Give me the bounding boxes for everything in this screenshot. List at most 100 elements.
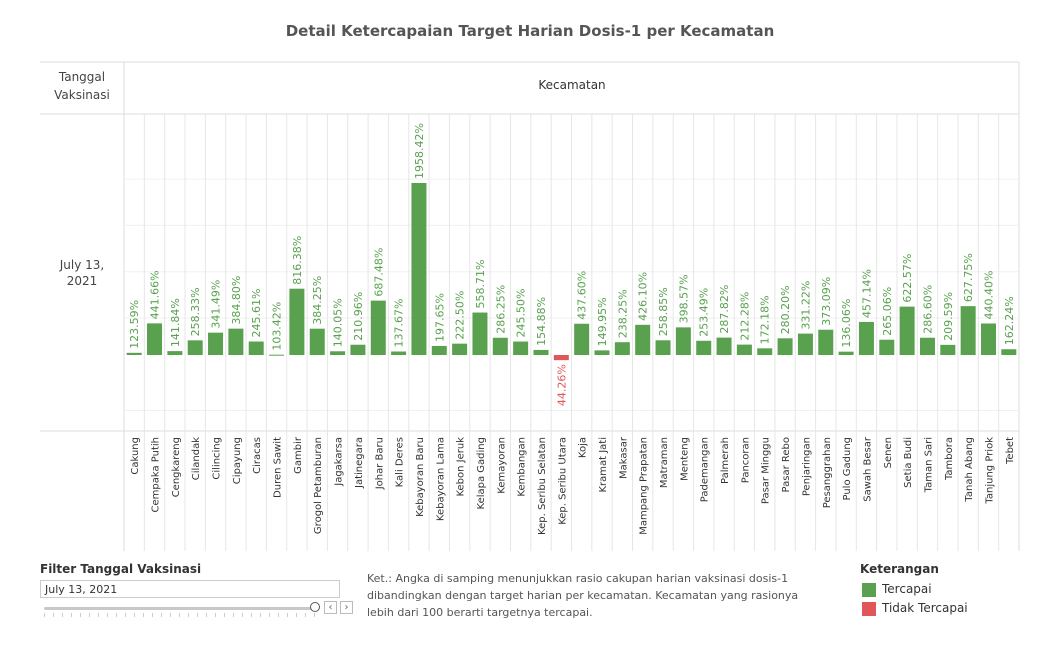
value-label: 253.49% <box>698 288 711 337</box>
category-label: Tanah Abang <box>964 437 975 503</box>
category-label: Kelapa Gading <box>476 437 487 509</box>
bar[interactable] <box>879 339 895 355</box>
bar[interactable] <box>980 323 996 355</box>
value-label: 162.24% <box>1003 296 1016 345</box>
legend-title: Keterangan <box>860 562 939 576</box>
bar[interactable] <box>757 348 773 355</box>
category-label: Mampang Prapatan <box>639 437 650 535</box>
bar[interactable] <box>838 351 854 355</box>
value-label: 398.57% <box>677 274 690 323</box>
gridlines <box>124 114 1019 551</box>
category-label: Kep. Seribu Utara <box>557 437 568 525</box>
bar[interactable] <box>289 288 305 355</box>
value-label: 441.66% <box>149 270 162 319</box>
bar[interactable] <box>675 327 691 355</box>
category-label: Tambora <box>944 437 955 481</box>
note-text: Ket.: Angka di samping menunjukkan rasio… <box>367 572 799 619</box>
bar[interactable] <box>167 351 183 355</box>
bar-chart: 123.59% 441.66% 141.84% 258.33% 341.49% 384.8… <box>40 61 1020 551</box>
bar[interactable] <box>635 324 651 355</box>
category-label: Ciracas <box>252 437 263 474</box>
value-label: 286.60% <box>921 285 934 334</box>
bar[interactable] <box>858 321 874 355</box>
bar[interactable] <box>614 342 630 355</box>
value-label: 172.18% <box>759 295 772 344</box>
bar[interactable] <box>350 344 366 355</box>
bar[interactable] <box>126 352 142 355</box>
value-label: 384.25% <box>311 276 324 325</box>
value-label: 136.06% <box>840 299 853 348</box>
category-label: Pesanggrahan <box>822 437 833 508</box>
date-slider-thumb[interactable] <box>310 602 320 612</box>
value-label: 212.28% <box>738 292 751 341</box>
date-filter-input[interactable]: July 13, 2021 <box>40 580 340 598</box>
filter-label: Filter Tanggal Vaksinasi <box>40 562 202 576</box>
chevron-right-icon: › <box>344 602 349 613</box>
value-label: 373.09% <box>820 277 833 326</box>
bar[interactable] <box>797 333 813 355</box>
value-label: 265.06% <box>881 287 894 336</box>
value-label: 44.26% <box>555 364 568 406</box>
bar[interactable] <box>370 300 386 355</box>
bar[interactable] <box>228 328 244 355</box>
category-label: Cilandak <box>191 437 202 480</box>
row-value-line2: 2021 <box>67 274 98 288</box>
bar[interactable] <box>655 340 671 355</box>
bar[interactable] <box>452 343 468 355</box>
bar[interactable] <box>940 344 956 355</box>
bar[interactable] <box>574 323 590 355</box>
bar[interactable] <box>1001 349 1017 355</box>
bar[interactable] <box>492 337 508 355</box>
bar[interactable] <box>553 355 569 361</box>
category-label: Setia Budi <box>903 437 914 488</box>
bar[interactable] <box>777 338 793 355</box>
category-label: Menteng <box>679 437 690 481</box>
bar[interactable] <box>533 349 549 355</box>
prev-date-button[interactable]: ‹ <box>324 601 337 614</box>
bar[interactable] <box>269 354 285 356</box>
bar[interactable] <box>147 323 163 355</box>
value-label: 457.14% <box>860 269 873 318</box>
category-label: Kebayoran Lama <box>435 437 446 521</box>
bar[interactable] <box>309 328 325 355</box>
bar[interactable] <box>818 329 834 355</box>
bar[interactable] <box>248 341 264 355</box>
bar[interactable] <box>594 350 610 355</box>
category-label: Kebayoran Baru <box>415 437 426 517</box>
bar[interactable] <box>513 341 529 355</box>
value-label: 149.95% <box>596 297 609 346</box>
value-label: 154.88% <box>535 297 548 346</box>
bar[interactable] <box>208 332 224 355</box>
row-value-line1: July 13, <box>59 258 104 272</box>
bar[interactable] <box>330 351 346 355</box>
category-label: Gambir <box>293 436 304 474</box>
bar[interactable] <box>431 345 447 355</box>
category-label: Matraman <box>659 437 670 488</box>
category-label: Senen <box>883 437 894 468</box>
category-label: Makasar <box>618 436 629 479</box>
bar[interactable] <box>411 183 427 355</box>
next-date-button[interactable]: › <box>340 601 353 614</box>
bar[interactable] <box>960 306 976 355</box>
bar[interactable] <box>899 306 915 355</box>
date-slider-ticks <box>44 613 316 617</box>
category-label: Sawah Besar <box>862 436 873 502</box>
value-label: 140.05% <box>332 298 345 347</box>
bar[interactable] <box>919 337 935 355</box>
chart-title: Detail Ketercapaian Target Harian Dosis-… <box>285 22 775 40</box>
bar[interactable] <box>716 337 732 355</box>
bar[interactable] <box>736 344 752 355</box>
value-label: 816.38% <box>291 236 304 285</box>
bar[interactable] <box>391 351 407 355</box>
value-label: 331.22% <box>799 281 812 330</box>
bar[interactable] <box>696 340 712 355</box>
value-label: 286.25% <box>494 285 507 334</box>
chevron-left-icon: ‹ <box>328 602 333 613</box>
category-label: Pasar Rebo <box>781 437 792 492</box>
category-label: Pasar Minggu <box>761 437 772 504</box>
bar[interactable] <box>187 340 203 355</box>
value-label: 384.80% <box>230 276 243 325</box>
date-slider-track[interactable] <box>44 607 316 610</box>
legend-swatch-tidak-tercapai <box>862 602 876 616</box>
bar[interactable] <box>472 312 488 355</box>
